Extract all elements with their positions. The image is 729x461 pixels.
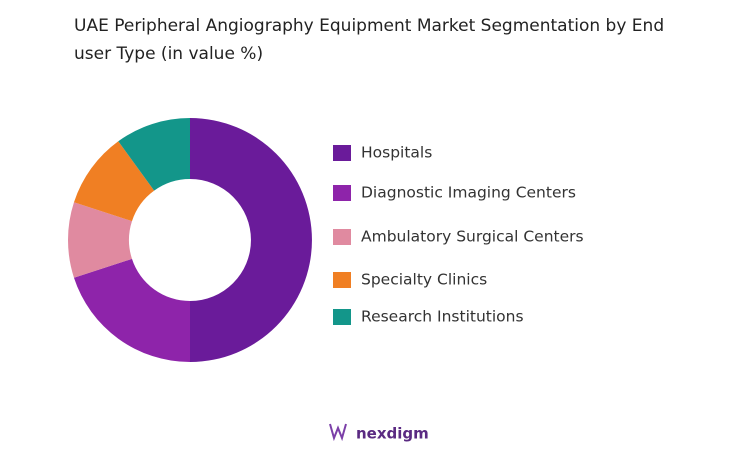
slice [73, 141, 155, 222]
legend-label: Research Institutions [361, 308, 524, 326]
legend-label: Hospitals [361, 144, 432, 162]
legend-label: Ambulatory Surgical Centers [361, 228, 584, 246]
legend-swatch [333, 309, 351, 325]
legend-swatch [333, 185, 351, 201]
legend-swatch [333, 229, 351, 245]
slice [190, 118, 312, 362]
slice [67, 202, 132, 278]
legend-label: Specialty Clinics [361, 271, 487, 289]
slice [118, 118, 190, 191]
logo: nexdigm [356, 425, 429, 443]
chart-title: UAE Peripheral Angiography Equipment Mar… [74, 16, 665, 64]
legend-swatch [333, 145, 351, 161]
legend-swatch [333, 272, 351, 288]
legend-label: Diagnostic Imaging Centers [361, 184, 576, 202]
logo-icon [329, 423, 347, 442]
slice [73, 258, 190, 362]
